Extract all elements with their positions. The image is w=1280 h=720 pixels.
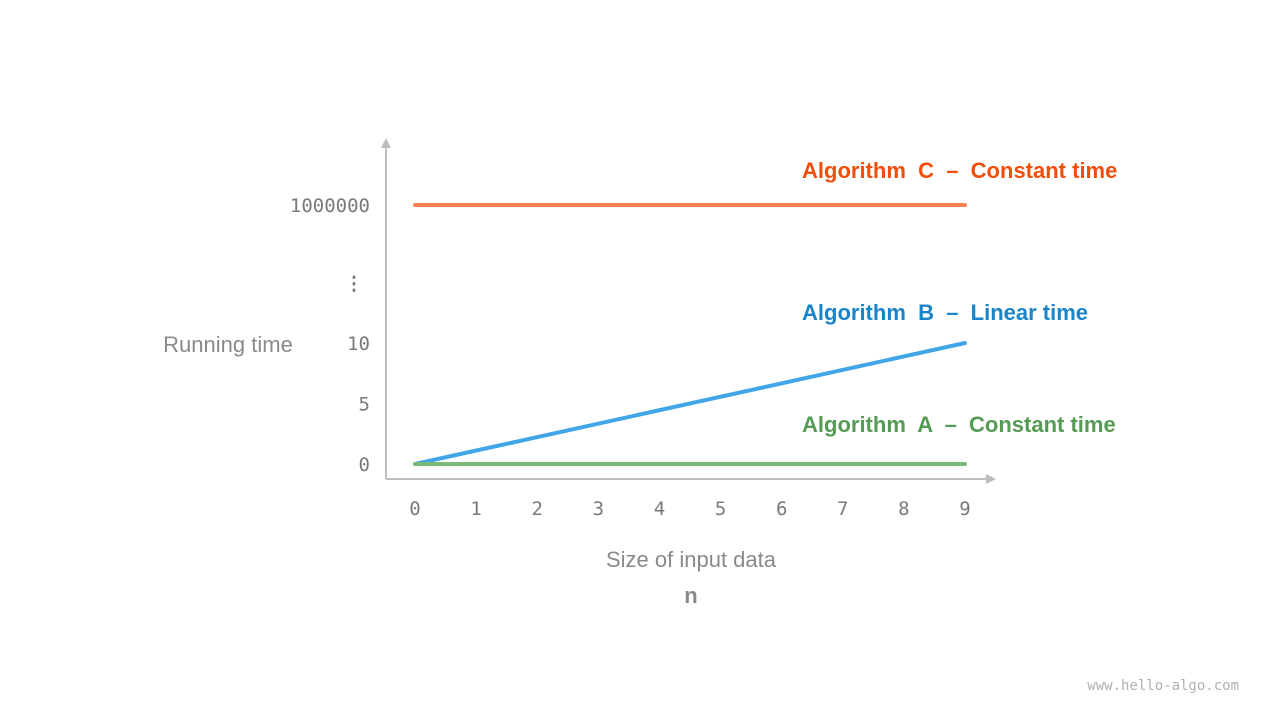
x-tick-label: 1 — [470, 498, 481, 520]
axes — [381, 138, 996, 484]
x-axis-label: Size of input data — [606, 547, 777, 572]
x-tick-label: 8 — [898, 498, 909, 520]
series-label: Algorithm C – Constant time — [802, 158, 1117, 183]
x-tick-label: 6 — [776, 498, 787, 520]
x-tick-label: 3 — [593, 498, 604, 520]
series-line — [413, 341, 967, 466]
series-label: Algorithm A – Constant time — [802, 412, 1116, 437]
watermark: www.hello-algo.com — [1087, 678, 1239, 694]
y-tick-label: 10 — [347, 333, 370, 355]
x-tick-label: 9 — [959, 498, 970, 520]
x-axis-symbol: n — [684, 583, 697, 608]
x-axis-arrow — [986, 474, 996, 484]
y-tick-label: 5 — [359, 394, 370, 416]
y-tick-label: 1000000 — [290, 195, 370, 217]
y-axis-arrow — [381, 138, 391, 148]
y-tick-label: 0 — [359, 454, 370, 476]
y-axis-label: Running time — [163, 332, 293, 357]
x-tick-label: 4 — [654, 498, 665, 520]
x-tick-label: 7 — [837, 498, 848, 520]
x-tick-label: 0 — [409, 498, 420, 520]
x-tick-label: 5 — [715, 498, 726, 520]
series-label: Algorithm B – Linear time — [802, 300, 1088, 325]
y-axis-break: ⋮ — [345, 273, 364, 295]
x-tick-label: 2 — [531, 498, 542, 520]
